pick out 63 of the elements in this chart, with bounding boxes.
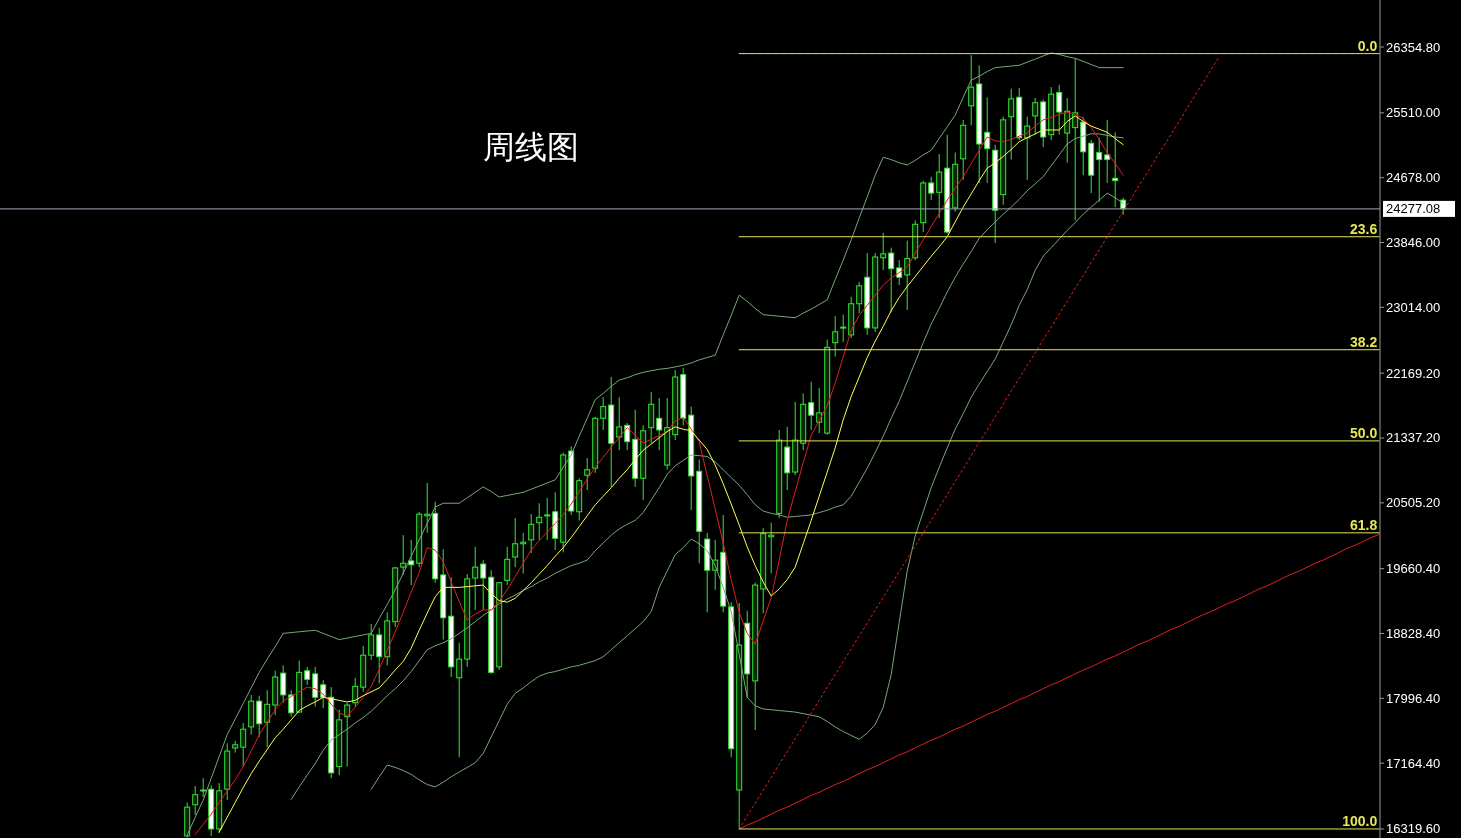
- series-label: 50.0: [1349, 424, 1378, 441]
- candlestick: [280, 664, 287, 704]
- candlestick: [480, 559, 487, 611]
- candlestick: [288, 689, 295, 718]
- text: 周线图: [483, 129, 579, 165]
- candlestick: [1032, 97, 1039, 136]
- candlestick: [240, 722, 247, 768]
- y-tick-label: 26354.80: [1386, 39, 1441, 55]
- candlestick: [472, 546, 479, 611]
- series-label: 0.0: [1357, 37, 1378, 54]
- candlestick: [376, 627, 383, 684]
- candlestick: [904, 240, 911, 311]
- candlestick: [928, 176, 935, 201]
- y-tick-label: 24678.00: [1386, 170, 1441, 186]
- candlestick: [1056, 84, 1063, 136]
- candlestick: [880, 232, 887, 271]
- candlestick: [1104, 119, 1111, 184]
- candlestick: [344, 702, 351, 768]
- y-tick-label: 17164.40: [1386, 755, 1441, 771]
- candlestick: [832, 315, 839, 358]
- y-tick-label: 16319.60: [1386, 821, 1441, 837]
- candlestick: [368, 623, 375, 661]
- candlestick: [584, 457, 591, 491]
- candlestick: [424, 482, 431, 534]
- candlestick: [656, 397, 663, 451]
- y-tick-label: 21337.20: [1386, 430, 1441, 446]
- y-tick-label: 22169.20: [1386, 365, 1441, 381]
- series-label: 100.0: [1342, 812, 1378, 829]
- y-tick-label: 25510.00: [1386, 105, 1441, 121]
- candlestick: [544, 497, 551, 541]
- candlestick: [256, 695, 263, 738]
- candlestick: [968, 54, 975, 126]
- candlestick: [936, 153, 943, 219]
- ref-line-label: 24277.08: [1386, 201, 1441, 217]
- candlestick: [616, 396, 623, 451]
- series-label: 38.2: [1349, 333, 1378, 350]
- series-label: 61.8: [1349, 516, 1378, 533]
- candlestick: [600, 396, 607, 431]
- candlestick: [512, 517, 519, 568]
- candlestick: [648, 391, 655, 444]
- candlestick: [312, 666, 319, 708]
- candlestick: [200, 777, 207, 798]
- candlestick: [856, 281, 863, 314]
- candlestick: [1008, 88, 1015, 161]
- candlestick: [1112, 131, 1119, 208]
- y-tick-label: 18828.40: [1386, 625, 1441, 641]
- y-tick-label: 19660.40: [1386, 561, 1441, 577]
- y-tick-label: 23014.00: [1386, 299, 1441, 315]
- y-tick-label: 23846.00: [1386, 235, 1441, 250]
- candlestick: [528, 513, 535, 554]
- candlestick: [264, 689, 271, 748]
- candlestick: [352, 677, 359, 708]
- candlestick: [504, 546, 511, 586]
- series-label: 23.6: [1349, 220, 1378, 237]
- candlestick: [400, 534, 407, 576]
- y-tick-label: 17996.40: [1386, 690, 1441, 706]
- candlestick: [808, 381, 815, 431]
- candlestick: [1096, 137, 1103, 203]
- y-tick-label: 20505.20: [1386, 495, 1441, 511]
- candlestick: [192, 785, 199, 816]
- candlestick: [456, 642, 463, 758]
- candlestick: [536, 502, 543, 541]
- candlestick: [840, 314, 847, 343]
